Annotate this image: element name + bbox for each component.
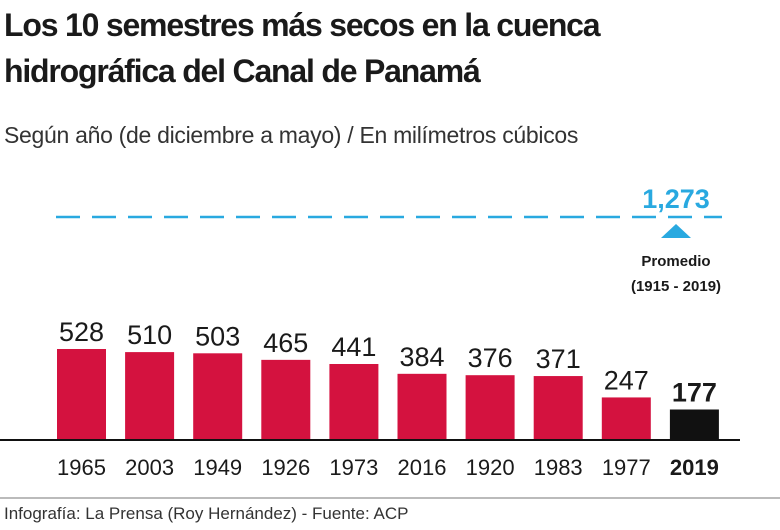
bar-2003	[125, 352, 175, 440]
value-label: 247	[604, 365, 649, 395]
category-label: 2016	[398, 455, 447, 480]
reference-value-label: 1,273	[642, 184, 710, 214]
value-label: 510	[127, 320, 172, 350]
value-label: 376	[468, 343, 513, 373]
reference-caption: Promedio	[641, 253, 710, 270]
footer-credit: Infografía: La Prensa (Roy Hernández) - …	[4, 504, 409, 523]
category-label: 1949	[193, 455, 242, 480]
value-label: 384	[399, 342, 444, 372]
category-label: 1983	[534, 455, 583, 480]
chart-title: Los 10 semestres más secos en la cuenca …	[4, 7, 601, 89]
bar-1973	[329, 363, 379, 440]
value-label: 503	[195, 321, 240, 351]
bar-1965	[57, 349, 106, 440]
category-label: 1926	[261, 455, 310, 480]
category-label: 1977	[602, 455, 651, 480]
reference-period: (1915 - 2019)	[631, 278, 721, 295]
value-label: 465	[263, 328, 308, 358]
category-label: 2019	[670, 455, 719, 480]
chart-subtitle: Según año (de diciembre a mayo) / En mil…	[4, 122, 579, 148]
bar-1983	[533, 376, 583, 440]
footer-divider	[0, 497, 780, 499]
value-label: 177	[672, 377, 717, 407]
bar-1926	[261, 359, 311, 440]
bar-1920	[465, 375, 515, 440]
category-label: 1965	[57, 455, 106, 480]
value-label: 528	[59, 317, 104, 347]
value-label: 441	[331, 332, 376, 362]
bar-2019	[669, 409, 719, 440]
bar-chart: 1,273 Promedio (1915 - 2019) 528 1965 510 2…	[0, 184, 740, 480]
category-label: 1973	[329, 455, 378, 480]
category-label: 1920	[466, 455, 515, 480]
category-label: 2003	[125, 455, 174, 480]
triangle-up-icon	[661, 224, 691, 238]
bar-1977	[601, 397, 651, 440]
value-label: 371	[536, 344, 581, 374]
bar-2016	[397, 373, 447, 440]
bar-1949	[193, 353, 243, 440]
